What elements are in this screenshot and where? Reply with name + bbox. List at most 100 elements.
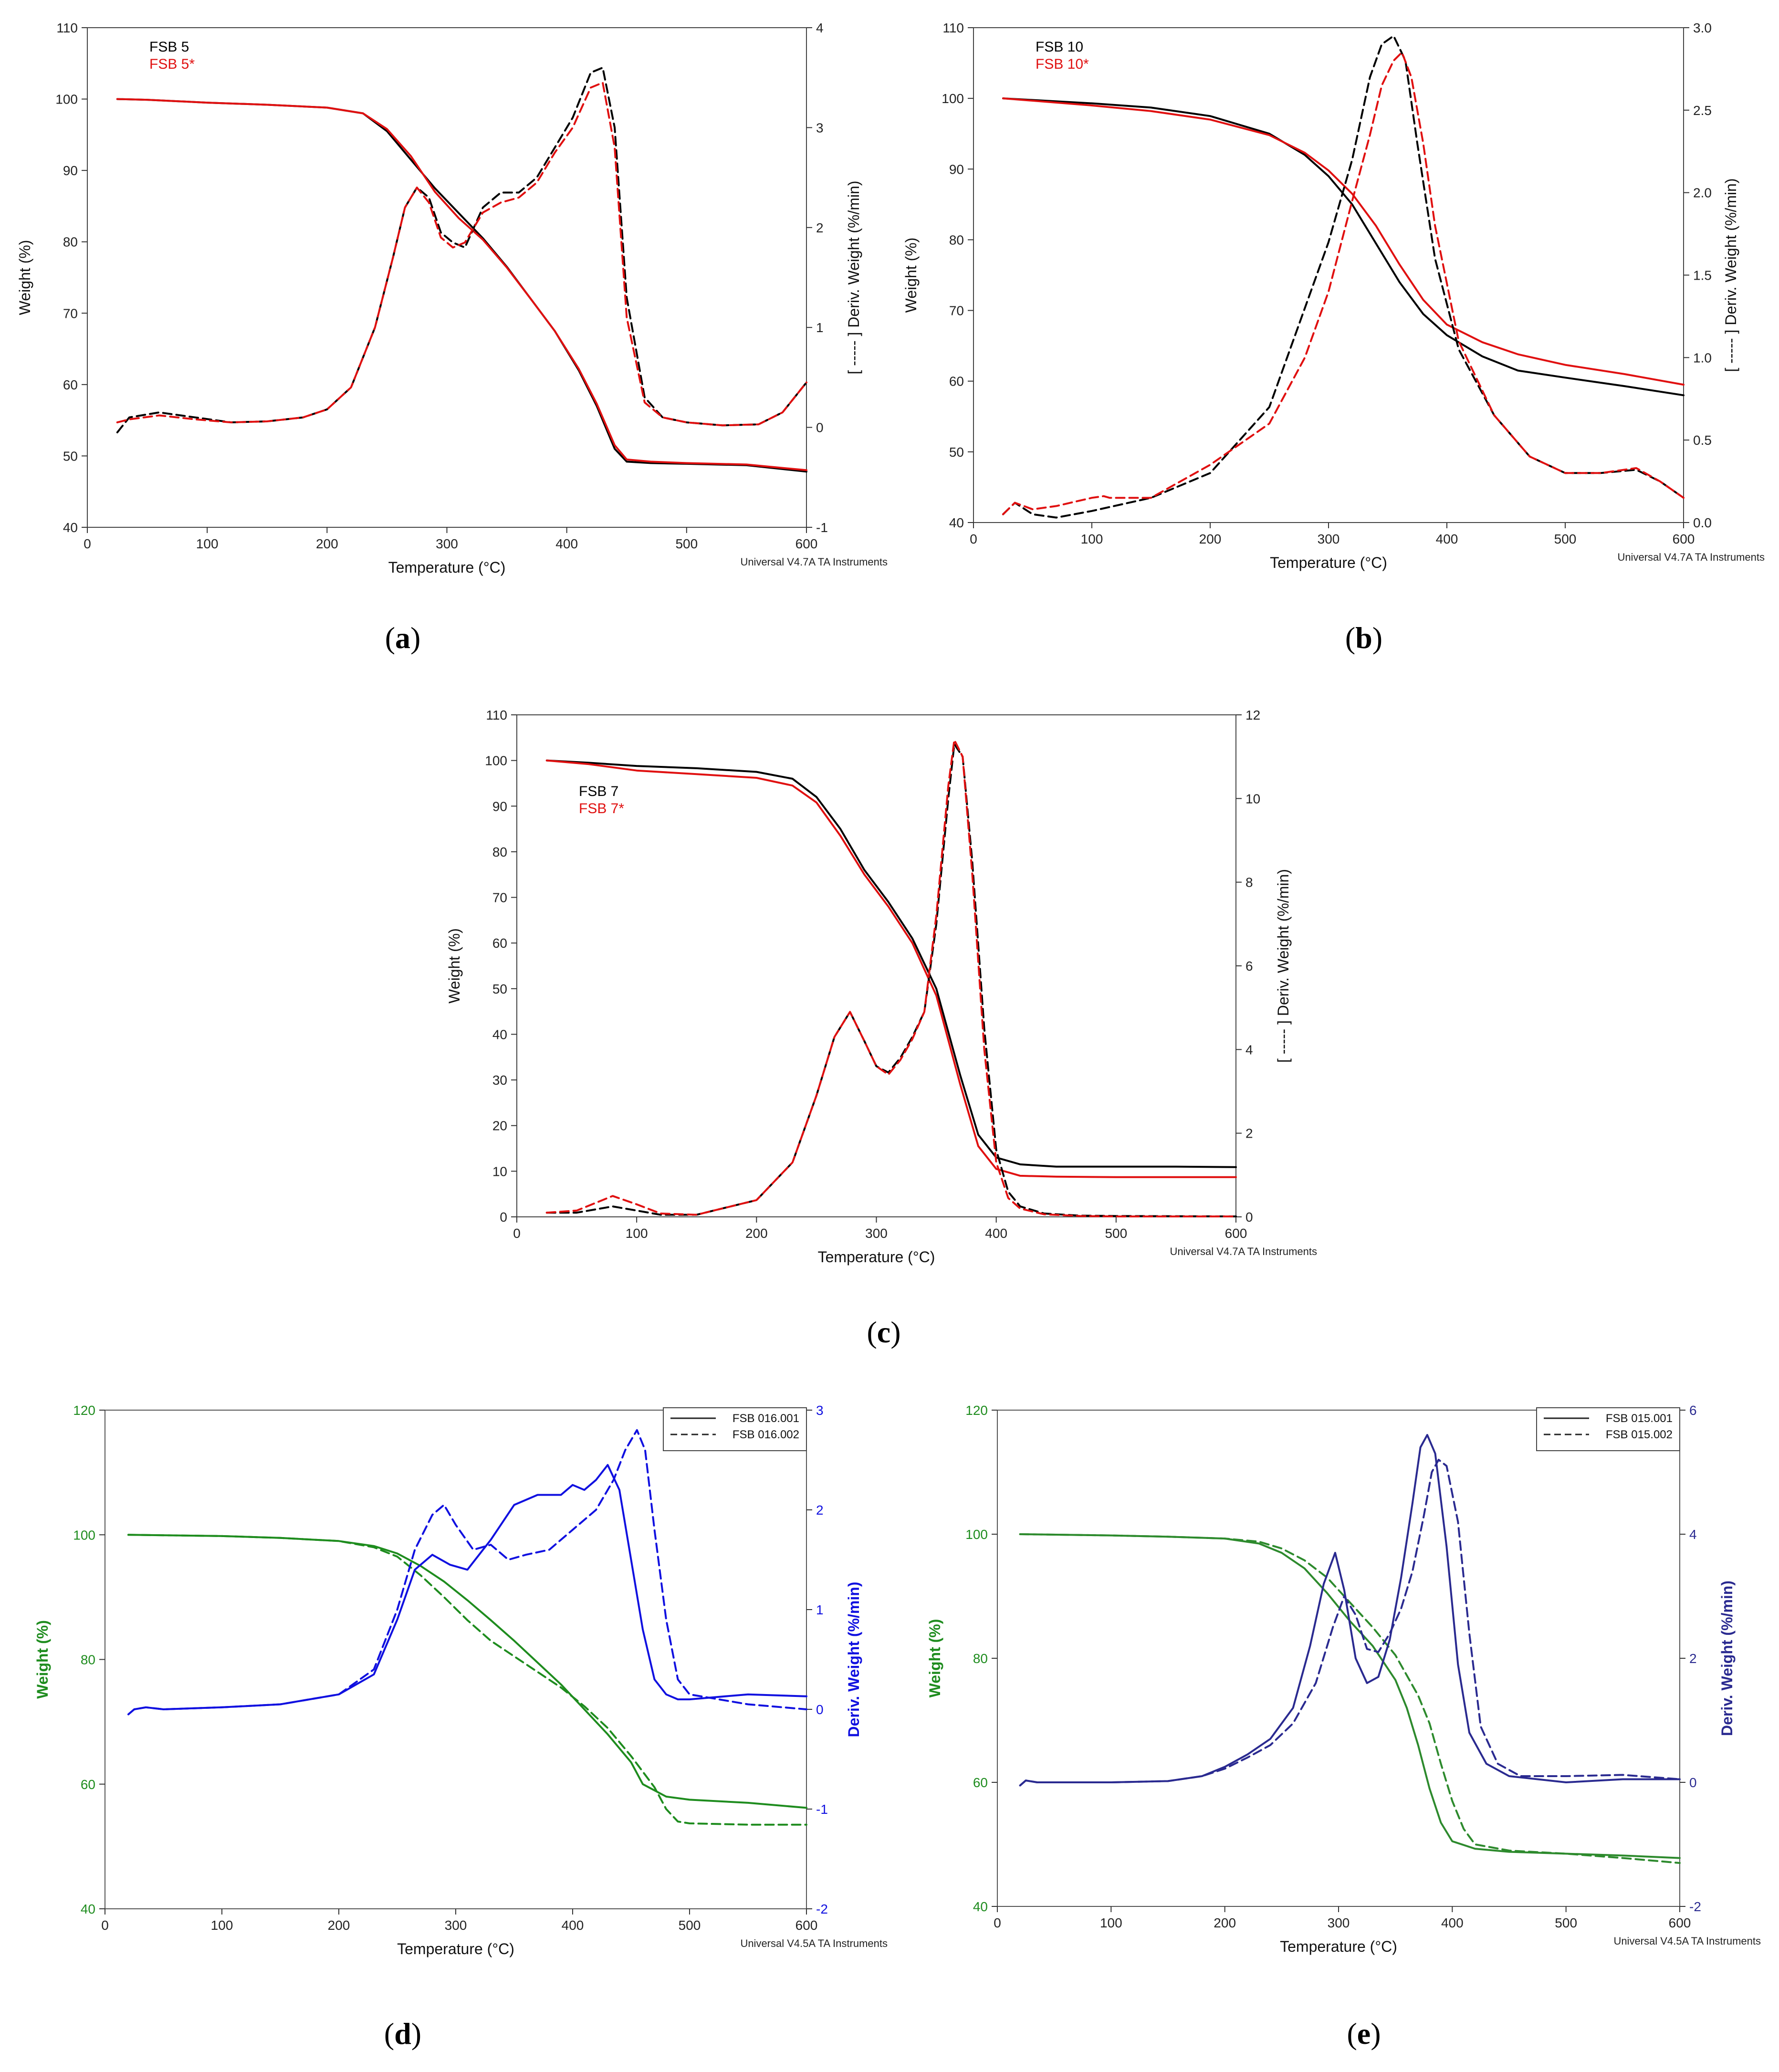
series-line-fsb-015-002-weight xyxy=(1019,1533,1681,1864)
x-tick-label: 100 xyxy=(626,1226,648,1241)
y-tick-label: 100 xyxy=(965,1527,988,1542)
x-axis-label: Temperature (°C) xyxy=(818,1248,935,1266)
series-line-fsb-015-001-deriv xyxy=(1019,1434,1681,1787)
x-tick-label: 600 xyxy=(1225,1226,1247,1241)
y-tick-label: 0 xyxy=(500,1210,507,1224)
x-tick-label: 500 xyxy=(1105,1226,1127,1241)
y-tick-label: 110 xyxy=(942,21,964,35)
y-tick-label: 40 xyxy=(81,1902,95,1916)
x-tick-label: 600 xyxy=(795,536,818,551)
y2-tick-label: 4 xyxy=(1245,1042,1253,1057)
y-tick-label: 80 xyxy=(63,235,78,250)
y2-tick-label: 4 xyxy=(1689,1527,1697,1542)
y2-tick-label: -2 xyxy=(1689,1899,1701,1914)
x-tick-label: 200 xyxy=(328,1918,350,1933)
y-tick-label: 120 xyxy=(73,1403,95,1418)
chart-a: 0 100 200 300 400 500 600 40 50 60 70 80 90 100 110 -1 0… xyxy=(16,21,888,576)
y2-tick-label: 0 xyxy=(816,1702,824,1717)
y2-axis-label: [ ----- ] Deriv. Weight (%/min) xyxy=(845,181,862,375)
instrument-footer: Universal V4.7A TA Instruments xyxy=(740,556,888,568)
instrument-footer: Universal V4.7A TA Instruments xyxy=(1170,1245,1317,1257)
y-tick-label: 40 xyxy=(492,1027,507,1042)
series-line-fsb-10-deriv xyxy=(1002,35,1685,519)
y-tick-label: 100 xyxy=(55,92,78,107)
y-tick-label: 60 xyxy=(492,936,507,951)
y2-tick-label: 1 xyxy=(816,1602,824,1617)
series-line-fsb-016-002-deriv xyxy=(127,1429,807,1716)
y2-tick-label: 0 xyxy=(1245,1210,1253,1224)
y-tick-label: 80 xyxy=(492,845,507,859)
x-tick-label: 0 xyxy=(84,536,91,551)
y-tick-label: 60 xyxy=(949,374,964,389)
series-line-fsb-5-deriv xyxy=(116,82,807,427)
y2-tick-label: 0.0 xyxy=(1693,515,1712,530)
caption-c: (c) xyxy=(867,1315,901,1349)
series-line-fsb-7-weight xyxy=(545,759,1237,1178)
y-tick-label: 40 xyxy=(973,1899,988,1914)
chart-e: 0 100 200 300 400 500 600 40 60 80 100 120 -2 0 2 4 6 Tem… xyxy=(926,1403,1761,1955)
x-tick-label: 500 xyxy=(679,1918,701,1933)
y-tick-label: 100 xyxy=(485,753,507,768)
y-tick-label: 30 xyxy=(492,1073,507,1088)
series-line-fsb-10-deriv xyxy=(1002,51,1685,515)
caption-d: (d) xyxy=(384,2017,422,2051)
legend-entry: FSB 5 xyxy=(149,39,189,55)
x-tick-label: 400 xyxy=(555,536,578,551)
y-tick-label: 40 xyxy=(63,520,78,535)
y-tick-label: 60 xyxy=(81,1777,95,1792)
y2-tick-label: 1 xyxy=(816,320,824,335)
y-axis-label: Weight (%) xyxy=(926,1619,943,1698)
legend-entry: FSB 7 xyxy=(579,784,618,799)
y-tick-label: 20 xyxy=(492,1119,507,1133)
caption-a: (a) xyxy=(385,621,421,655)
y2-tick-label: 3 xyxy=(816,1403,824,1418)
y2-tick-label: 2.0 xyxy=(1693,186,1712,200)
series-line-fsb-7-deriv xyxy=(545,739,1237,1218)
y2-tick-label: 3 xyxy=(816,120,824,135)
y2-tick-label: 3.0 xyxy=(1693,21,1712,35)
series-line-fsb-10-weight xyxy=(1002,97,1685,397)
x-tick-label: 200 xyxy=(316,536,338,551)
x-tick-label: 0 xyxy=(513,1226,521,1241)
plot-frame xyxy=(516,714,1236,1217)
x-tick-label: 400 xyxy=(985,1226,1007,1241)
x-tick-label: 200 xyxy=(1199,532,1222,546)
legend-entry: FSB 7* xyxy=(579,801,624,816)
y2-tick-label: 1.5 xyxy=(1693,268,1712,283)
y-tick-label: 60 xyxy=(63,377,78,392)
legend-box xyxy=(1536,1407,1680,1451)
x-tick-label: 500 xyxy=(675,536,698,551)
y-tick-label: 100 xyxy=(942,91,964,106)
x-axis-label: Temperature (°C) xyxy=(1280,1938,1397,1955)
y2-tick-label: 2 xyxy=(816,1503,824,1517)
y2-tick-label: 10 xyxy=(1245,791,1260,806)
y2-tick-label: 4 xyxy=(816,21,824,35)
x-axis-label: Temperature (°C) xyxy=(388,559,506,576)
x-tick-label: 200 xyxy=(745,1226,768,1241)
y-tick-label: 70 xyxy=(492,890,507,905)
y-tick-label: 40 xyxy=(949,515,964,530)
x-tick-label: 300 xyxy=(1328,1915,1350,1930)
x-tick-label: 500 xyxy=(1555,1915,1577,1930)
instrument-footer: Universal V4.5A TA Instruments xyxy=(1613,1935,1761,1947)
legend-entry: FSB 015.002 xyxy=(1606,1428,1673,1441)
chart-d: 0 100 200 300 400 500 600 40 60 80 100 120 -2 -1 0 1 2 3 T… xyxy=(34,1403,888,1957)
x-tick-label: 300 xyxy=(865,1226,888,1241)
x-tick-label: 500 xyxy=(1554,532,1577,546)
series-line-fsb-5-weight xyxy=(116,98,807,473)
y2-tick-label: 2 xyxy=(1689,1651,1697,1666)
y2-tick-label: 6 xyxy=(1245,959,1253,973)
series-line-fsb-016-002-weight xyxy=(127,1534,807,1826)
y2-tick-label: -1 xyxy=(816,1802,828,1817)
y-tick-label: 90 xyxy=(63,163,78,178)
y-tick-label: 110 xyxy=(56,21,78,35)
series-line-fsb-5-deriv xyxy=(116,66,807,434)
instrument-footer: Universal V4.5A TA Instruments xyxy=(740,1937,888,1949)
y2-tick-label: 6 xyxy=(1689,1403,1697,1418)
series-line-fsb-7-weight xyxy=(545,759,1237,1168)
series-line-fsb-016-001-deriv xyxy=(127,1464,807,1716)
plot-frame xyxy=(997,1410,1680,1907)
x-tick-label: 0 xyxy=(970,532,977,546)
y2-tick-label: 12 xyxy=(1245,708,1260,722)
